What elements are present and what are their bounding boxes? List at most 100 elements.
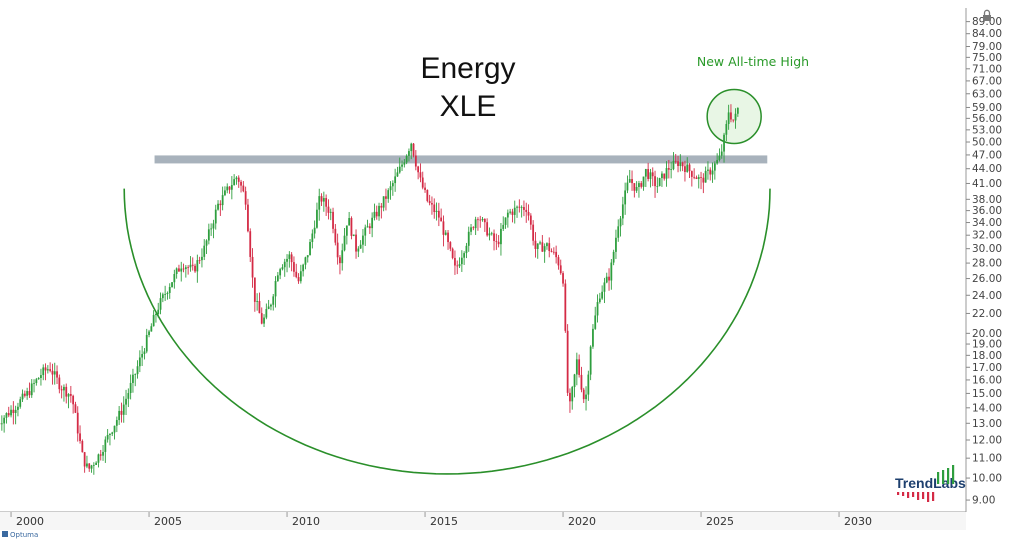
- candle: [157, 302, 160, 318]
- candle: [391, 180, 394, 196]
- candle: [76, 406, 79, 442]
- logo-bar: [937, 472, 940, 484]
- candle: [122, 396, 125, 423]
- logo-bar: [897, 492, 900, 495]
- candle: [410, 142, 413, 160]
- candle: [534, 232, 537, 258]
- candle: [302, 263, 305, 277]
- resistance-line: [154, 155, 768, 164]
- candle: [263, 314, 265, 328]
- candle: [159, 292, 162, 315]
- candle: [603, 277, 606, 304]
- candle: [58, 374, 61, 394]
- candle: [502, 216, 505, 232]
- candle: [456, 260, 459, 275]
- candle: [693, 168, 696, 180]
- candle: [350, 216, 353, 240]
- candle: [127, 388, 130, 408]
- candle: [707, 161, 709, 180]
- candle: [642, 176, 645, 191]
- candle: [341, 243, 344, 271]
- candle: [318, 188, 321, 221]
- candle: [198, 256, 201, 264]
- candle: [168, 283, 171, 299]
- candle: [610, 258, 613, 290]
- candle: [488, 227, 491, 241]
- candle: [546, 242, 548, 250]
- candle: [67, 393, 70, 409]
- candle: [178, 264, 180, 272]
- candle: [677, 155, 679, 173]
- candle: [539, 240, 541, 245]
- candle: [389, 181, 392, 200]
- candle: [53, 362, 56, 385]
- logo-bar: [922, 492, 925, 499]
- candle: [661, 171, 663, 187]
- candle: [65, 383, 68, 404]
- candle: [129, 374, 132, 400]
- candle: [258, 292, 261, 314]
- candle: [398, 157, 401, 174]
- candle: [332, 207, 334, 234]
- y-tick-label: 44.00: [972, 163, 1002, 175]
- candle: [74, 401, 77, 414]
- x-tick-label: 2020: [568, 515, 596, 528]
- candle: [552, 247, 555, 255]
- candle: [173, 269, 176, 289]
- candle: [325, 194, 328, 216]
- candle: [566, 324, 569, 397]
- trendlabs-logo: TrendLabs: [895, 465, 966, 502]
- candle: [201, 248, 203, 268]
- candle: [120, 402, 123, 423]
- y-tick-label: 67.00: [972, 75, 1002, 87]
- candle: [575, 352, 578, 386]
- candle: [713, 161, 716, 180]
- candle: [364, 224, 367, 246]
- candle: [638, 180, 640, 198]
- y-tick-label: 71.00: [972, 63, 1002, 75]
- candle: [470, 224, 472, 236]
- candle: [725, 120, 728, 142]
- x-tick-label: 2015: [430, 515, 458, 528]
- candle: [161, 292, 164, 303]
- candle: [617, 219, 620, 242]
- candle: [656, 177, 659, 193]
- candle: [670, 161, 673, 179]
- candle: [148, 329, 150, 338]
- lock-icon[interactable]: [983, 9, 991, 21]
- candle: [288, 251, 291, 268]
- candle: [286, 254, 288, 273]
- candle: [649, 168, 652, 188]
- y-tick-label: 75.00: [972, 52, 1002, 64]
- candle: [357, 246, 360, 258]
- candle: [270, 303, 272, 311]
- candle: [251, 248, 254, 288]
- candle: [447, 230, 449, 250]
- candle: [109, 433, 111, 446]
- candle: [730, 104, 732, 123]
- candle: [320, 193, 323, 207]
- candle: [14, 405, 17, 425]
- candle: [720, 144, 723, 159]
- candle: [189, 256, 192, 272]
- candle: [311, 229, 314, 249]
- candle: [631, 170, 633, 191]
- candle: [306, 255, 309, 263]
- candle: [582, 387, 585, 403]
- logo-bar: [952, 465, 955, 484]
- candle: [736, 107, 739, 117]
- y-tick-label: 13.00: [972, 418, 1002, 430]
- candle: [132, 368, 134, 393]
- candle: [734, 108, 737, 129]
- candle: [463, 251, 466, 265]
- candle: [355, 229, 357, 259]
- candle: [63, 384, 65, 402]
- logo-bar: [912, 492, 915, 497]
- all-time-high-highlight: [706, 88, 762, 145]
- candle: [352, 234, 355, 237]
- candle: [313, 220, 316, 239]
- candle: [403, 159, 406, 168]
- candle: [97, 453, 100, 468]
- candle: [516, 205, 518, 218]
- candle: [569, 388, 571, 413]
